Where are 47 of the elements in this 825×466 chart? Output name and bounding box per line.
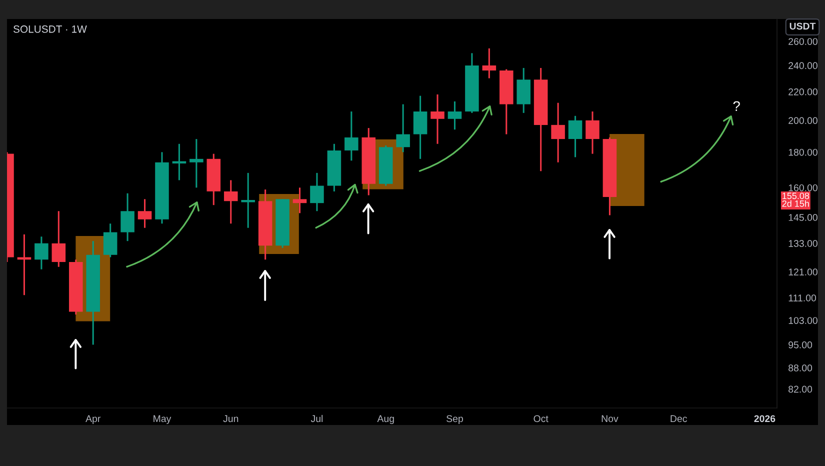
x-tick-label: Aug — [377, 415, 394, 424]
y-tick-label: 180.00 — [788, 148, 818, 156]
y-tick-label: 145.00 — [788, 214, 818, 221]
y-tick-label: 82.00 — [788, 386, 812, 393]
x-tick-label: 2026 — [754, 415, 776, 422]
candlestick — [396, 103, 410, 153]
candlestick — [413, 95, 428, 160]
y-tick-label: 200.00 — [788, 117, 818, 124]
y-tick-label: 111.00 — [788, 294, 816, 302]
x-tick-label: Jul — [310, 414, 323, 422]
candlestick — [190, 138, 204, 188]
candlestick — [448, 100, 462, 130]
candlestick — [430, 94, 444, 145]
candlestick — [344, 110, 358, 162]
y-tick-label: 260.00 — [788, 38, 818, 45]
candlestick — [34, 236, 48, 270]
candlestick — [310, 172, 324, 212]
x-tick-label: May — [154, 415, 172, 424]
x-tick-label: Nov — [602, 415, 618, 422]
chart-title: SOLUSDT · 1W — [13, 25, 87, 33]
x-tick-label: Dec — [670, 415, 687, 422]
y-tick-label: 95.00 — [788, 341, 812, 348]
candlestick — [568, 115, 582, 158]
text: 155.08 2d 15h — [782, 192, 810, 207]
y-axis-title: USDT — [790, 22, 816, 30]
candlestick — [52, 210, 66, 268]
y-tick-label: 121.00 — [788, 268, 818, 276]
y-tick-label: 160.00 — [788, 184, 818, 192]
y-tick-label: 133.00 — [788, 240, 818, 247]
x-tick-label: Apr — [86, 415, 101, 424]
y-tick-label: 88.00 — [788, 364, 812, 372]
x-tick-label: Jun — [223, 415, 238, 422]
x-tick-label: Sep — [446, 415, 463, 424]
candlestick — [138, 198, 152, 229]
candlestick — [224, 179, 238, 224]
y-tick-label: 103.00 — [788, 317, 818, 324]
y-tick-label: 220.00 — [788, 88, 818, 96]
candlestick — [120, 192, 134, 242]
candlestick — [482, 48, 496, 80]
annotation: ? — [733, 101, 740, 111]
candlestick — [586, 110, 600, 155]
candlestick — [17, 234, 32, 296]
candlestick — [551, 102, 565, 164]
y-tick-label: 240.00 — [788, 62, 818, 70]
candlestick — [292, 186, 307, 214]
candlestick — [103, 222, 118, 258]
x-tick-label: Oct — [534, 415, 548, 422]
